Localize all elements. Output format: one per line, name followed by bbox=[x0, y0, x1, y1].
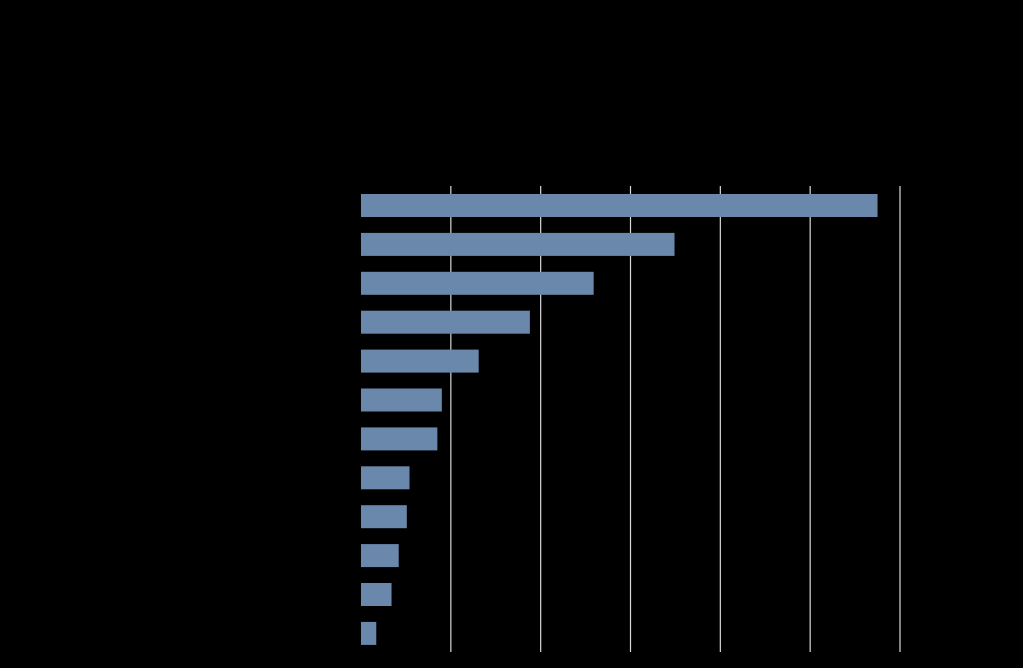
bar-12 bbox=[361, 621, 377, 645]
bar-8 bbox=[361, 466, 410, 490]
bar-4 bbox=[361, 310, 530, 334]
bar-9 bbox=[361, 505, 407, 529]
bar-7 bbox=[361, 427, 438, 451]
bar-6 bbox=[361, 388, 442, 412]
bar-10 bbox=[361, 544, 399, 568]
bar-5 bbox=[361, 349, 479, 373]
bars bbox=[361, 194, 878, 645]
bar-2 bbox=[361, 232, 675, 256]
bar-3 bbox=[361, 271, 594, 295]
grid-lines bbox=[450, 186, 901, 652]
bar-11 bbox=[361, 583, 392, 606]
bar-1 bbox=[361, 194, 878, 217]
